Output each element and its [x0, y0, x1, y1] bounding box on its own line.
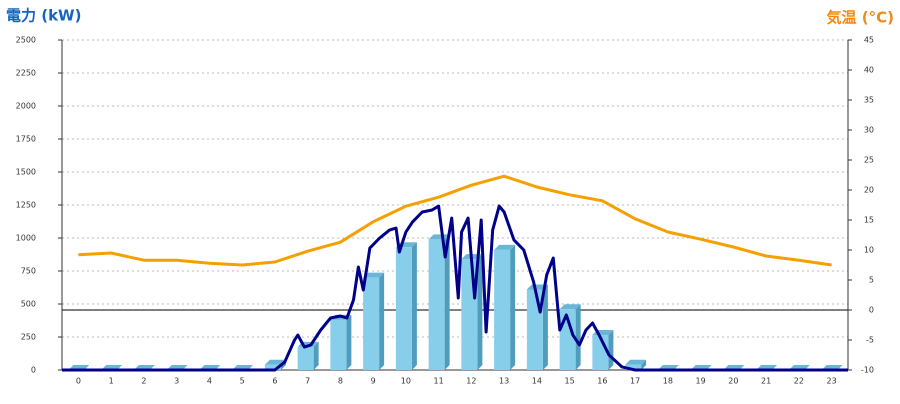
y2-axis-title: 気温 (°C) — [827, 9, 894, 27]
x-tick-label: 16 — [597, 377, 607, 386]
y2-tick-label: 0 — [869, 306, 874, 315]
y2-tick-label: 35 — [864, 96, 874, 105]
x-tick-label: 1 — [109, 377, 114, 386]
y2-tick-label: 25 — [864, 156, 874, 165]
x-tick-label: 23 — [827, 377, 837, 386]
x-tick-label: 20 — [728, 377, 738, 386]
y-tick-label: 250 — [21, 333, 36, 342]
y2-tick-label: 45 — [864, 36, 874, 45]
line — [78, 174, 832, 267]
y2-tick-label: 10 — [864, 246, 874, 255]
bar-side — [379, 272, 385, 370]
x-tick-label: 4 — [207, 377, 212, 386]
y2-tick-label: 15 — [864, 216, 874, 225]
x-tick-label: 11 — [434, 377, 444, 386]
y2-tick-label: 5 — [869, 276, 874, 285]
bar — [526, 289, 543, 370]
x-tick-label: 14 — [532, 377, 542, 386]
x-tick-label: 0 — [76, 377, 81, 386]
x-tick-label: 9 — [371, 377, 376, 386]
y-tick-label: 2250 — [16, 69, 36, 78]
y2-tick-label: 40 — [864, 66, 874, 75]
x-tick-label: 17 — [630, 377, 640, 386]
y-tick-label: 2500 — [16, 36, 36, 45]
bar-side — [510, 244, 516, 370]
bar-side — [542, 284, 548, 370]
y2-tick-label: 20 — [864, 186, 874, 195]
bar-top — [363, 272, 385, 278]
bar — [330, 319, 347, 370]
bar-side — [477, 254, 483, 370]
y-tick-label: 1000 — [16, 234, 36, 243]
x-tick-label: 15 — [565, 377, 575, 386]
bar — [297, 346, 314, 370]
bar — [494, 249, 511, 370]
x-tick-label: 12 — [466, 377, 476, 386]
bar-top — [625, 359, 647, 365]
x-tick-label: 21 — [761, 377, 771, 386]
bar-side — [641, 359, 647, 370]
bar-side — [313, 341, 319, 370]
bar — [461, 259, 478, 370]
x-tick-label: 2 — [141, 377, 146, 386]
bar-side — [346, 314, 352, 370]
bar-side — [444, 234, 450, 370]
y-axis-title: 電力 (kW) — [6, 7, 81, 25]
x-tick-label: 18 — [663, 377, 673, 386]
bar-side — [608, 330, 614, 370]
y-tick-label: 2000 — [16, 102, 36, 111]
x-tick-label: 22 — [794, 377, 804, 386]
y-tick-label: 1250 — [16, 201, 36, 210]
bar-top — [559, 304, 581, 310]
bar-side — [411, 242, 417, 370]
bar — [363, 277, 380, 370]
y2-tick-label: 30 — [864, 126, 874, 135]
bar-side — [575, 304, 581, 370]
y-tick-label: 0 — [31, 366, 36, 375]
x-tick-label: 3 — [174, 377, 179, 386]
y-tick-label: 1750 — [16, 135, 36, 144]
x-tick-label: 8 — [338, 377, 343, 386]
bar — [625, 364, 642, 370]
y2-tick-label: -10 — [861, 366, 874, 375]
bar-top — [428, 234, 450, 240]
x-tick-label: 5 — [240, 377, 245, 386]
y2-tick-label: -5 — [866, 336, 874, 345]
bar — [395, 247, 412, 370]
x-tick-label: 7 — [305, 377, 310, 386]
y-tick-label: 750 — [21, 267, 36, 276]
bar — [264, 364, 281, 370]
y-tick-label: 500 — [21, 300, 36, 309]
bar — [428, 239, 445, 370]
y-tick-label: 1500 — [16, 168, 36, 177]
x-tick-label: 13 — [499, 377, 509, 386]
x-tick-label: 6 — [272, 377, 277, 386]
bar-top — [494, 244, 516, 250]
x-tick-label: 19 — [696, 377, 706, 386]
x-tick-label: 10 — [401, 377, 411, 386]
line — [62, 204, 848, 372]
bar-top — [526, 284, 548, 290]
